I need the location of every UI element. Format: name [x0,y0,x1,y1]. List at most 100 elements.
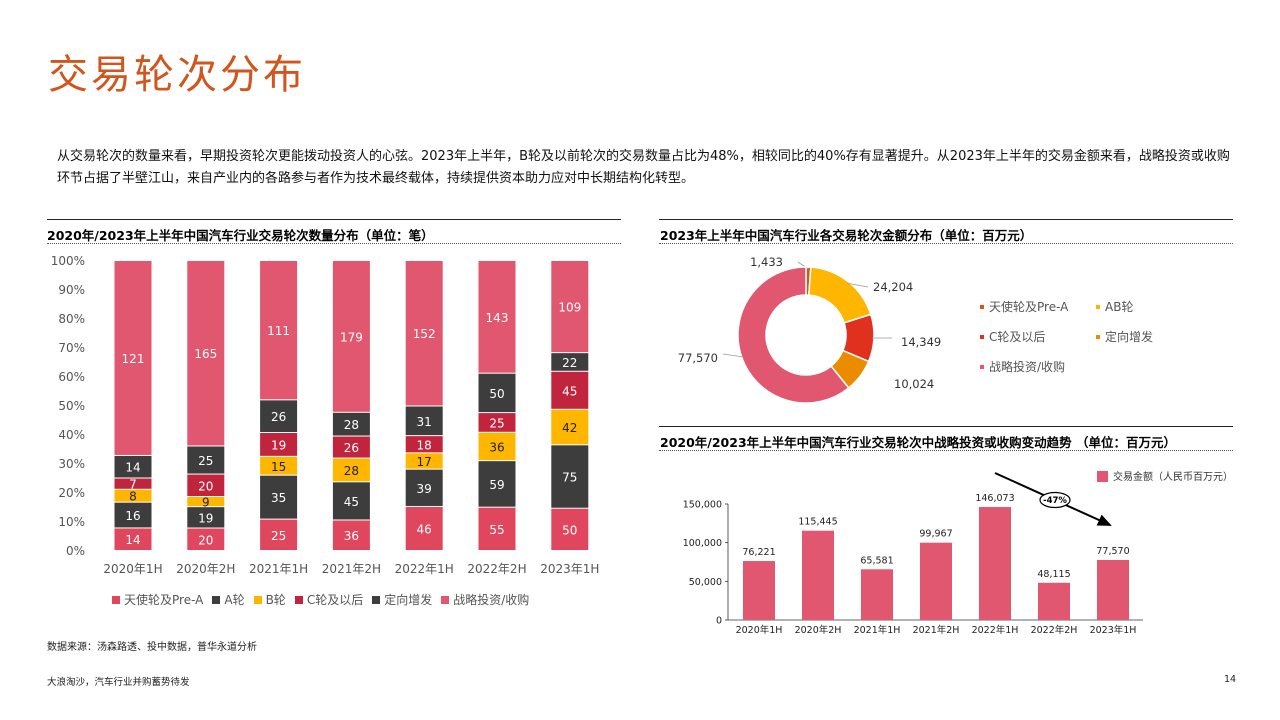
trend-bar-chart: 0 50,000 100,000 150,000 76,221 2020年1H 115,44… [683,470,1233,636]
segment-value-label: 121 [122,352,145,366]
legend-swatch [1096,304,1100,309]
x-tick-label: 2021年1H [249,562,308,576]
stacked-bar-segment [478,507,516,550]
segment-value-label: 14 [125,533,140,547]
stacked-bar-segment [551,353,589,371]
legend-label: B轮 [265,593,286,607]
legend-label: 天使轮及Pre-A [124,593,204,607]
bar-value-label: 77,570 [1096,546,1129,557]
annotation-bubble [1039,491,1071,509]
segment-value-label: 25 [489,416,504,430]
segment-value-label: 26 [344,441,359,455]
segment-value-label: 45 [562,384,577,398]
x-tick-label: 2020年1H [103,562,162,576]
legend-label: 定向增发 [1105,330,1154,344]
stacked-bar-segment [405,261,443,406]
x-tick-label: 2022年2H [1031,624,1078,636]
stacked-bar-segment [187,507,225,528]
stacked-bar-segment [187,474,225,497]
segment-value-label: 31 [417,415,432,429]
stacked-bar-segment [332,482,370,520]
donut-chart-title: 2023年上半年中国汽车行业各交易轮次金额分布（单位：百万元） [660,228,1033,243]
page-number: 14 [1224,674,1237,685]
donut-value-label: 77,570 [678,351,718,365]
donut-section-top-rule [659,219,1233,220]
y-tick-label: 50% [58,399,85,413]
stacked-bar-segment [405,469,443,506]
footer-text: 大浪淘沙，汽车行业并购蓄势待发 [47,677,190,688]
segment-value-label: 75 [562,471,577,485]
donut-value-label: 14,349 [901,335,941,349]
legend-swatch [980,364,984,369]
legend-swatch [253,595,262,604]
donut-leader-line [846,282,869,288]
donut-section-dotted-rule [659,243,1233,244]
legend-item: 定向增发 [372,591,432,608]
stacked-bar-segment [114,528,152,550]
donut-value-label: 1,433 [750,255,783,269]
legend-swatch [294,595,303,604]
x-tick-label: 2023年1H [1090,624,1137,636]
stacked-chart-legend: 天使轮及Pre-A A轮 B轮 C轮及以后 定向增发 战略投资/收购 [112,591,632,608]
stacked-bar-segment [332,520,370,550]
y-tick-label: 60% [58,370,85,384]
stacked-bar-segment [405,406,443,436]
stacked-bar-segment [478,373,516,413]
legend-item: B轮 [253,591,286,608]
x-tick-label: 2020年1H [736,624,783,636]
bar-value-label: 99,967 [919,529,952,540]
trend-chart-title: 2020年/2023年上半年中国汽车行业交易轮次中战略投资或收购变动趋势 （单位… [660,435,1176,450]
legend-swatch [112,595,120,604]
legend-item: 天使轮及Pre-A [980,298,1068,315]
bar-value-label: 146,073 [975,493,1014,504]
legend-swatch [441,595,450,604]
trend-bar [802,530,834,620]
stacked-bar-segment [114,261,152,455]
segment-value-label: 55 [489,523,504,537]
page-title: 交易轮次分布 [48,52,306,98]
x-tick-label: 2022年2H [467,562,526,576]
stacked-bar-segment [260,432,298,456]
trend-bar [920,542,952,620]
x-tick-label: 2023年1H [540,562,599,576]
segment-value-label: 59 [489,478,504,492]
y-tick-label: 100,000 [683,538,722,549]
stacked-bar-segment [478,461,516,507]
segment-value-label: 152 [413,327,436,341]
legend-item: C轮及以后 [980,328,1045,345]
stacked-bar-segment [405,506,443,550]
y-tick-label: 10% [58,515,85,529]
legend-swatch [372,595,381,604]
segment-value-label: 18 [417,438,432,452]
y-tick-label: 0 [716,616,722,627]
x-tick-label: 2021年2H [913,624,960,636]
y-tick-label: 50,000 [689,577,722,588]
legend-label: 天使轮及Pre-A [989,300,1069,314]
trend-bar [743,561,775,620]
stacked-bar-segment [187,528,225,550]
segment-value-label: 19 [198,511,213,525]
segment-value-label: 26 [271,410,286,424]
stacked-bar-segment [260,519,298,550]
segment-value-label: 15 [271,460,286,474]
left-section-top-rule [47,219,621,220]
donut-chart: 1,433 24,204 14,349 10,024 77,570 [678,255,941,404]
segment-value-label: 165 [194,347,217,361]
legend-item: 战略投资/收购 [441,591,529,608]
donut-slice [737,266,850,404]
legend-item: C轮及以后 [294,591,363,608]
annotation-label: -47% [1043,496,1067,506]
stacked-bar-segment [478,261,516,373]
legend-item: 定向增发 [1096,328,1153,345]
stacked-bar-segment [114,478,152,489]
legend-label: AB轮 [1105,300,1134,314]
y-tick-label: 90% [58,283,85,297]
bar-value-label: 76,221 [742,547,775,558]
stacked-bar-segment [260,400,298,432]
stacked-bar-segment [114,502,152,528]
trend-bar [1038,582,1070,620]
stacked-bar-segment [478,432,516,461]
segment-value-label: 36 [344,529,359,543]
x-tick-label: 2022年1H [395,562,454,576]
y-tick-label: 150,000 [683,500,722,511]
